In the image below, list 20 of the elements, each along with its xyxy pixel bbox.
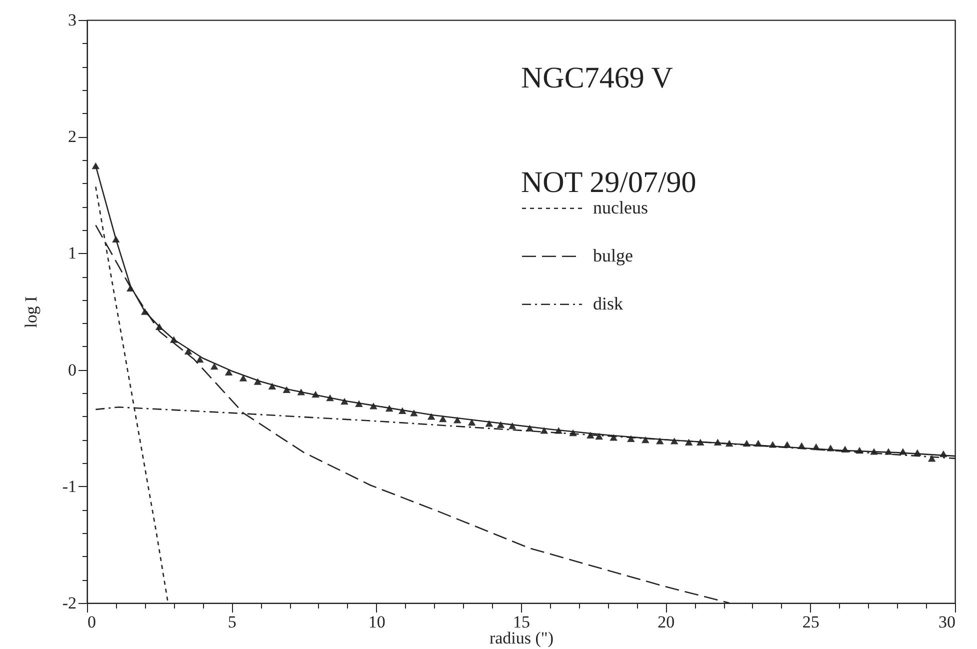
x-tick-label: 15 <box>513 612 530 632</box>
y-axis-title: log I <box>21 296 40 328</box>
x-tick-label: 25 <box>802 612 820 632</box>
x-tick-label: 20 <box>658 612 675 632</box>
x-tick-label: 30 <box>938 612 956 632</box>
legend-label: bulge <box>593 245 633 266</box>
x-tick-label: 5 <box>228 612 236 632</box>
y-tick-label: -1 <box>62 476 76 496</box>
annotation: NGC7469 V <box>521 61 674 94</box>
y-tick-label: -2 <box>62 594 76 612</box>
legend-label: disk <box>593 293 624 314</box>
annotation: NOT 29/07/90 <box>521 166 696 200</box>
legend-label: nucleus <box>593 197 648 218</box>
y-tick-label: 2 <box>68 127 76 146</box>
x-tick-label: 0 <box>88 612 96 632</box>
y-tick-label: 0 <box>68 360 76 380</box>
x-axis-title: radius (") <box>489 628 554 648</box>
y-tick-label: 3 <box>68 10 76 30</box>
x-tick-label: 10 <box>368 612 386 632</box>
y-tick-label: 1 <box>68 244 76 263</box>
